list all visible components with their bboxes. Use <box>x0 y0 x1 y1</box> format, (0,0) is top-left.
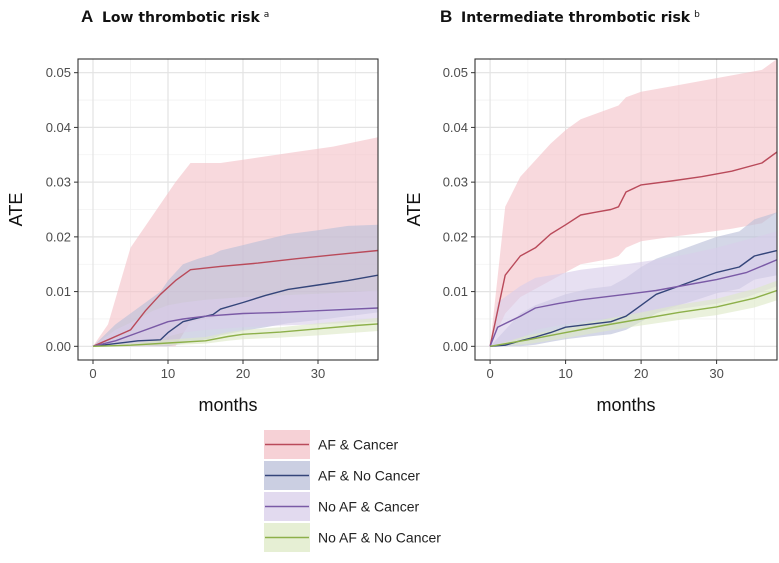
y-axis-label-b: ATE <box>404 193 424 227</box>
series-layer-b <box>489 59 777 347</box>
legend: AF & Cancer AF & No Cancer No AF & Cancer N… <box>264 430 441 552</box>
series-line-no-af-and-no-cancer-a <box>92 323 378 347</box>
panel-letter-a: A <box>81 7 93 26</box>
x-tick-label-b: 20 <box>634 366 648 381</box>
series-line-no-af-and-cancer-b <box>489 259 777 347</box>
x-tick-label-a: 20 <box>236 366 250 381</box>
ci-band-no-af-and-no-cancer-b <box>490 280 777 347</box>
y-tick-label-b: 0.01 <box>443 284 468 299</box>
ci-band-no-af-and-cancer-b <box>490 231 777 347</box>
panel-border-b <box>474 58 778 361</box>
legend-label-af-and-cancer: AF & Cancer <box>318 437 398 453</box>
x-tick-label-b: 10 <box>558 366 572 381</box>
ci-band-no-af-and-cancer-a <box>93 290 378 347</box>
ci-band-af-and-cancer-b <box>490 59 777 347</box>
x-axis-label-a: months <box>198 395 257 415</box>
x-axis-label-b: months <box>596 395 655 415</box>
x-tick-label-a: 10 <box>161 366 175 381</box>
y-tick-label-b: 0.02 <box>443 229 468 244</box>
panel-title-superscript-b: b <box>694 10 700 20</box>
series-line-no-af-and-cancer-a <box>92 307 378 347</box>
series-line-af-and-no-cancer-b <box>490 249 777 347</box>
legend-item-no-af-and-no-cancer: No AF & No Cancer <box>264 523 441 552</box>
series-line-af-and-cancer-a <box>92 249 378 347</box>
ci-band-no-af-and-no-cancer-a <box>93 317 378 347</box>
y-tick-label-b: 0.04 <box>443 120 468 135</box>
panel-title-a: Low thrombotic risk <box>102 10 260 26</box>
series-line-no-af-and-no-cancer-b <box>489 289 777 347</box>
panel-a: A Low thrombotic risk a 0.00 0.01 0.02 0.03 0.0… <box>6 7 379 415</box>
panel-b: B Intermediate thrombotic risk b 0.00 0.01 0.… <box>404 7 778 415</box>
y-axis-label-a: ATE <box>6 193 26 227</box>
panel-border-a <box>77 58 379 361</box>
y-tick-label-b: 0.05 <box>443 65 468 80</box>
y-tick-label-a: 0.02 <box>46 229 71 244</box>
x-tick-label-b: 0 <box>486 366 493 381</box>
y-tick-label-b: 0.03 <box>443 175 468 190</box>
x-tick-label-a: 30 <box>311 366 325 381</box>
y-tick-label-a: 0.03 <box>46 175 71 190</box>
panel-title-superscript-a: a <box>264 10 270 20</box>
legend-label-af-and-no-cancer: AF & No Cancer <box>318 468 420 484</box>
y-tick-label-a: 0.04 <box>46 120 71 135</box>
series-layer-a <box>92 137 378 347</box>
series-line-af-and-cancer-b <box>489 151 777 347</box>
x-tick-label-a: 0 <box>89 366 96 381</box>
legend-item-af-and-no-cancer: AF & No Cancer <box>264 461 420 490</box>
y-tick-label-a: 0.00 <box>46 339 71 354</box>
series-line-af-and-no-cancer-a <box>92 274 378 347</box>
y-tick-label-b: 0.00 <box>443 339 468 354</box>
legend-item-no-af-and-cancer: No AF & Cancer <box>264 492 419 521</box>
legend-item-af-and-cancer: AF & Cancer <box>264 430 398 459</box>
y-tick-label-a: 0.01 <box>46 284 71 299</box>
panel-title-b: Intermediate thrombotic risk <box>461 10 691 26</box>
y-tick-label-a: 0.05 <box>46 65 71 80</box>
legend-label-no-af-and-cancer: No AF & Cancer <box>318 499 419 515</box>
panel-letter-b: B <box>440 7 452 26</box>
legend-label-no-af-and-no-cancer: No AF & No Cancer <box>318 530 441 546</box>
x-tick-label-b: 30 <box>709 366 723 381</box>
